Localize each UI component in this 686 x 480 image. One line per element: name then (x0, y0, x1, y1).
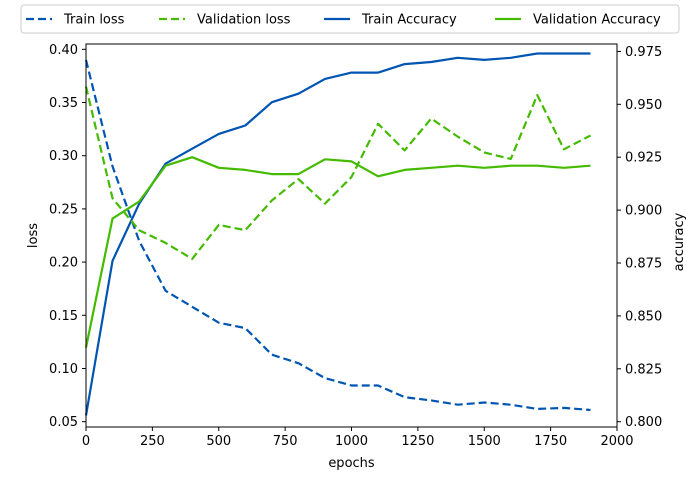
y-left-tick-label: 0.05 (49, 415, 78, 430)
y-axis-right: 0.800 0.825 0.850 0.875 0.900 0.925 0.950 0.975 (617, 45, 662, 430)
legend-label: Validation Accuracy (533, 13, 661, 28)
y-axis-right-title: accuracy (672, 212, 686, 271)
y-right-tick-label: 0.825 (625, 362, 662, 377)
y-right-tick-label: 0.875 (625, 257, 662, 272)
y-left-tick-label: 0.25 (49, 202, 78, 217)
y-left-tick-label: 0.35 (49, 96, 78, 111)
x-tick-label: 0 (82, 434, 90, 449)
y-right-tick-label: 0.950 (625, 98, 662, 113)
y-right-tick-label: 0.850 (625, 309, 662, 324)
x-tick-label: 1750 (534, 434, 567, 449)
y-axis-left-title: loss (26, 223, 41, 248)
y-right-tick-label: 0.800 (625, 415, 662, 430)
series-line-train-loss (84, 59, 591, 412)
y-left-tick-label: 0.20 (49, 256, 78, 271)
x-axis: 0 250 500 750 1000 1250 1500 1750 2000 (82, 427, 634, 449)
x-tick-label: 1500 (468, 434, 501, 449)
y-left-tick-label: 0.10 (49, 362, 78, 377)
x-tick-label: 1250 (401, 434, 434, 449)
legend-label: Validation loss (197, 13, 291, 28)
x-tick-label: 1000 (335, 434, 368, 449)
legend: Train loss Validation loss Train Accuracy V… (20, 4, 680, 34)
x-axis-title: epochs (328, 456, 375, 471)
y-left-tick-label: 0.30 (49, 149, 78, 164)
series-line-validation-loss (84, 86, 592, 260)
y-right-tick-label: 0.975 (625, 45, 662, 60)
y-right-tick-label: 0.900 (625, 204, 662, 219)
x-tick-label: 750 (273, 434, 298, 449)
y-axis-left: 0.05 0.10 0.15 0.20 0.25 0.30 0.35 0.40 (49, 43, 86, 430)
y-right-tick-label: 0.925 (625, 151, 662, 166)
y-left-tick-label: 0.15 (49, 309, 78, 324)
y-left-tick-label: 0.40 (49, 43, 78, 58)
x-tick-label: 500 (206, 434, 231, 449)
series-line-validation-accuracy (84, 156, 591, 348)
plot-area (84, 43, 618, 428)
legend-label: Train Accuracy (361, 13, 457, 28)
legend-label: Train loss (63, 13, 125, 28)
series-line-train-accuracy (84, 52, 591, 416)
x-tick-label: 2000 (600, 434, 633, 449)
x-tick-label: 250 (140, 434, 165, 449)
